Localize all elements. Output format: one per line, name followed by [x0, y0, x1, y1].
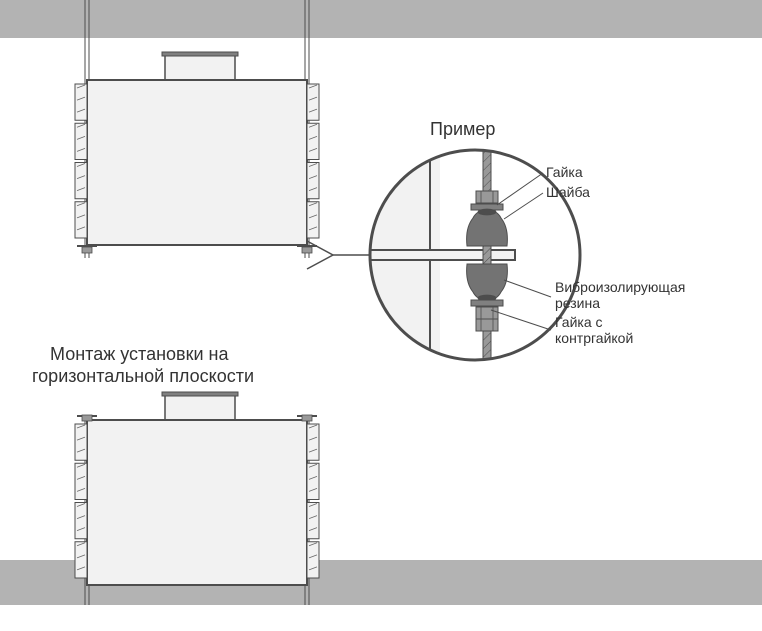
mounting-title-1: Монтаж установки на: [50, 344, 229, 364]
label-rubber-2: резина: [555, 295, 600, 311]
mount-nut: [82, 247, 92, 253]
mount-nut: [82, 415, 92, 421]
nut: [476, 307, 498, 319]
nut: [476, 191, 498, 203]
label-rubber-1: Виброизолирующая: [555, 279, 685, 295]
mount-nut: [302, 247, 312, 253]
ceiling-slab: [0, 0, 762, 38]
label-locknut-1: Гайка с: [555, 314, 603, 330]
nut: [476, 319, 498, 331]
washer: [471, 300, 503, 306]
label-nut: Гайка: [546, 164, 583, 180]
unit-ceiling: [75, 52, 319, 245]
unit-floor: [75, 392, 319, 585]
label-washer: Шайба: [546, 184, 590, 200]
label-locknut-2: контргайкой: [555, 330, 633, 346]
example-title: Пример: [430, 119, 495, 139]
mount-nut: [302, 415, 312, 421]
mounting-title-2: горизонтальной плоскости: [32, 366, 254, 386]
